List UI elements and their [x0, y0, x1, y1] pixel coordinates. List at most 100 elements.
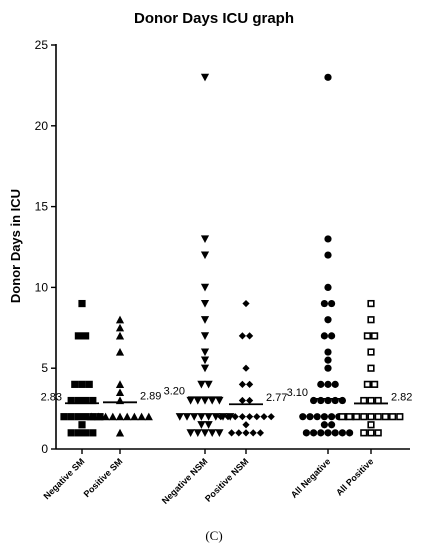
data-point [242, 421, 250, 429]
data-point [331, 396, 339, 405]
data-point [346, 429, 354, 437]
data-point [200, 356, 210, 365]
data-point [328, 299, 336, 308]
mean-label: 2.77 [266, 392, 287, 404]
data-point [115, 323, 125, 332]
data-point [374, 396, 382, 405]
data-point [74, 332, 82, 340]
mean-label: 2.83 [41, 391, 62, 403]
data-point [313, 413, 321, 421]
data-point [246, 380, 254, 388]
data-point [299, 413, 307, 421]
data-point [360, 429, 368, 437]
data-point [331, 380, 339, 388]
data-point [60, 413, 68, 421]
data-point [324, 251, 332, 259]
data-point [235, 429, 243, 437]
data-point [123, 412, 132, 421]
data-point [324, 235, 332, 243]
data-point [89, 429, 97, 437]
data-point [320, 413, 328, 421]
data-point [317, 380, 325, 388]
data-point [71, 380, 79, 388]
data-point [238, 332, 246, 340]
data-point [338, 429, 346, 437]
data-point [360, 413, 368, 421]
data-point [367, 348, 375, 356]
data-point [328, 332, 336, 340]
x-category-label: Negative NSM [160, 456, 210, 506]
data-point [256, 429, 264, 437]
data-point [228, 429, 236, 437]
data-point [224, 413, 232, 421]
data-point [260, 413, 268, 421]
data-point [200, 429, 210, 437]
x-category-label: Positive NSM [203, 456, 250, 503]
data-point [67, 396, 75, 405]
data-point [374, 429, 382, 437]
data-point [208, 429, 217, 437]
data-point [317, 429, 325, 437]
data-point [197, 421, 206, 429]
data-point [324, 396, 332, 405]
data-point [85, 380, 93, 388]
data-point [367, 396, 375, 405]
data-point [328, 413, 336, 421]
data-point [108, 412, 117, 421]
data-point [324, 283, 332, 291]
data-point [182, 413, 192, 421]
data-point [324, 380, 332, 388]
data-point [320, 421, 328, 429]
data-point [238, 380, 246, 388]
mean-label: 3.20 [164, 385, 185, 397]
data-point [320, 332, 328, 340]
data-point [363, 380, 372, 388]
data-point [388, 413, 397, 421]
data-point [200, 348, 210, 357]
data-point [367, 429, 375, 437]
data-point [144, 412, 153, 421]
data-point [115, 380, 125, 388]
data-point [231, 413, 239, 421]
data-point [200, 235, 210, 244]
data-point [302, 429, 310, 437]
data-point [310, 429, 318, 437]
data-point [317, 396, 325, 405]
data-point [200, 73, 210, 82]
data-point [370, 332, 379, 340]
x-category-label: All Negative [289, 456, 333, 500]
data-point [367, 316, 375, 324]
data-point [200, 283, 210, 292]
data-point [137, 412, 146, 421]
data-point [115, 315, 125, 324]
data-point [331, 429, 339, 437]
data-point [242, 429, 250, 437]
y-axis-label: Donor Days in ICU [8, 189, 23, 303]
data-point [324, 356, 332, 364]
data-point [74, 396, 82, 405]
data-point [242, 364, 250, 372]
data-point [101, 412, 110, 421]
data-point [115, 428, 125, 437]
data-point [370, 380, 379, 388]
data-point [204, 413, 213, 421]
mean-label: 3.10 [287, 387, 308, 399]
data-point [204, 380, 213, 389]
data-point [360, 396, 368, 405]
data-point [367, 421, 375, 429]
y-tick-label: 0 [41, 442, 48, 456]
data-point [215, 396, 224, 405]
data-point [238, 396, 246, 405]
data-point [238, 413, 246, 421]
data-point [204, 421, 213, 429]
data-point [186, 396, 195, 405]
data-point [200, 251, 210, 260]
data-point [67, 413, 75, 421]
data-point [324, 316, 332, 324]
mean-label: 2.89 [140, 390, 161, 402]
data-point [211, 413, 220, 421]
data-point [82, 332, 90, 340]
data-point [242, 299, 250, 308]
y-tick-label: 15 [35, 200, 49, 214]
